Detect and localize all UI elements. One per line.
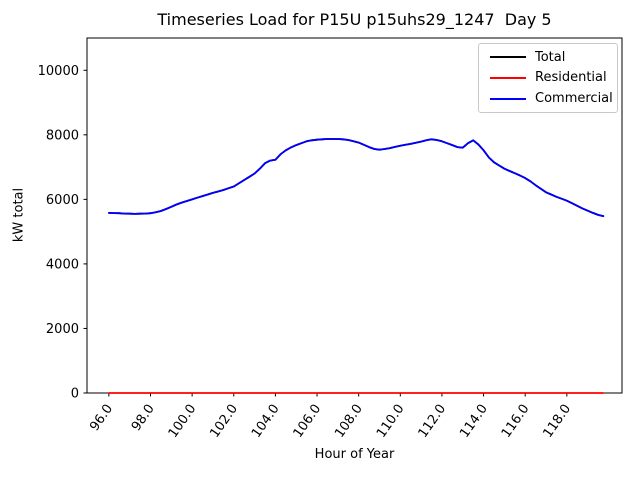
chart-title: Timeseries Load for P15U p15uhs29_1247 D… (157, 10, 552, 29)
y-tick-label: 6000 (46, 193, 79, 208)
legend-label-residential: Residential (535, 70, 607, 86)
x-tick-label: 118.0 (540, 402, 574, 441)
legend-item-commercial: Commercial (490, 91, 613, 107)
y-axis-label: kW total (11, 187, 27, 243)
y-tick-label: 10000 (38, 64, 79, 79)
legend-item-total: Total (490, 50, 611, 65)
x-tick-label: 100.0 (166, 402, 200, 441)
legend-label-commercial: Commercial (535, 91, 613, 107)
legend: Total Residential Commercial (478, 43, 618, 113)
x-tick-label: 98.0 (129, 402, 158, 434)
x-tick-label: 114.0 (457, 402, 491, 441)
x-tick-label: 104.0 (249, 402, 283, 441)
series-line-commercial (108, 138, 605, 218)
x-tick-label: 110.0 (374, 402, 408, 441)
y-tick-label: 8000 (46, 128, 79, 143)
legend-label-total: Total (535, 49, 566, 65)
x-tick-label: 96.0 (87, 402, 116, 434)
y-tick-label: 4000 (46, 257, 79, 272)
x-tick-label: 112.0 (416, 402, 450, 441)
x-tick-label: 116.0 (499, 402, 533, 441)
legend-item-residential: Residential (490, 70, 611, 85)
x-tick-label: 108.0 (332, 402, 366, 441)
x-tick-label: 102.0 (207, 402, 241, 441)
x-axis-label: Hour of Year (314, 447, 395, 462)
legend-line-commercial (490, 97, 526, 100)
legend-line-total (490, 56, 526, 59)
y-tick-label: 0 (71, 387, 79, 402)
y-tick-label: 2000 (46, 322, 79, 337)
x-tick-label: 106.0 (291, 402, 325, 441)
series-line-total (108, 138, 605, 218)
legend-line-residential (490, 76, 526, 79)
